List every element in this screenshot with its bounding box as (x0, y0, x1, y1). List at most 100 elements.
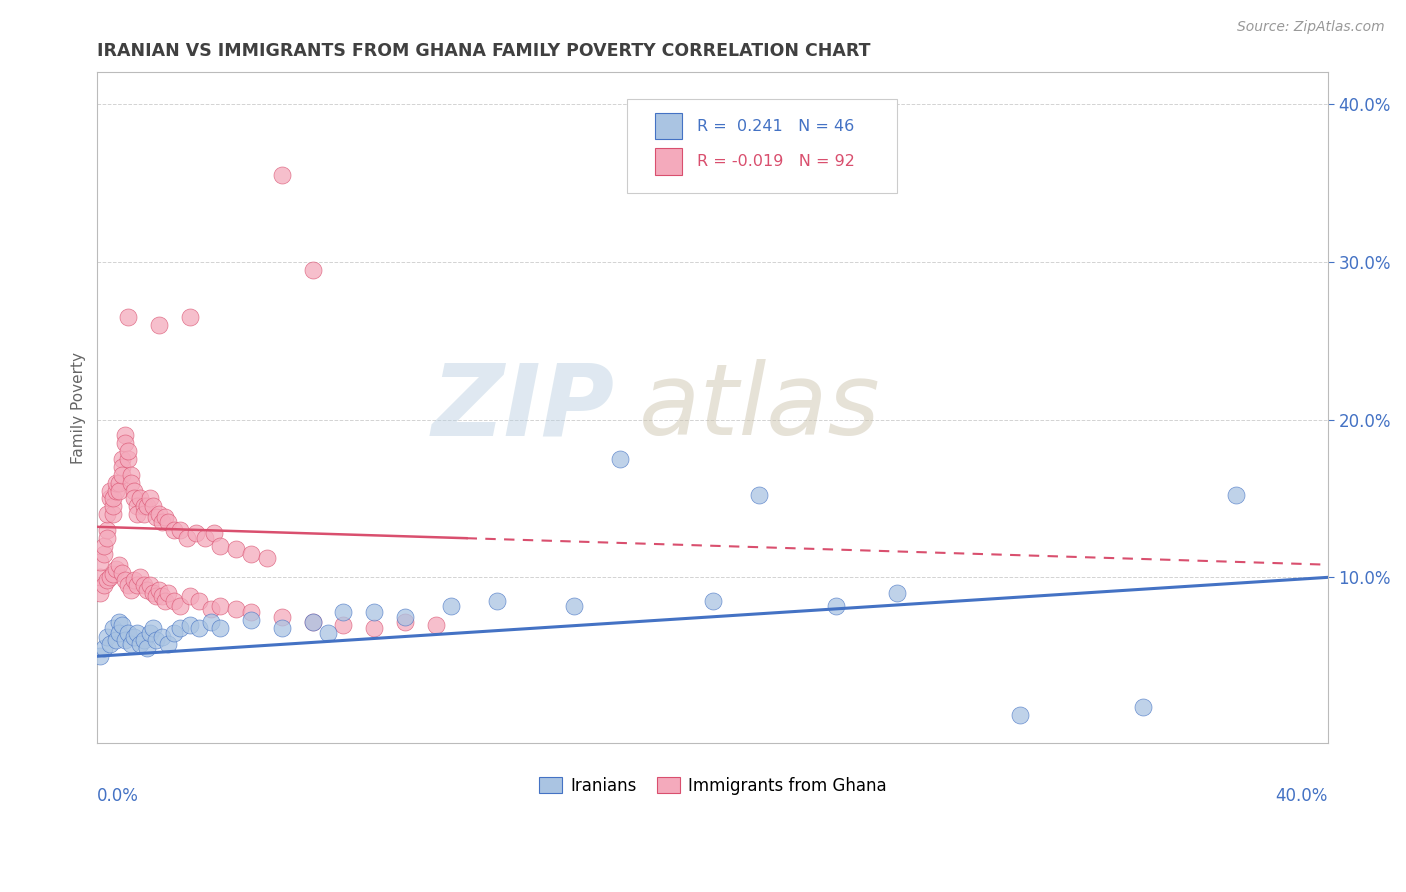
Text: R = -0.019   N = 92: R = -0.019 N = 92 (697, 154, 855, 169)
Point (316, 625, 339, 640)
Point (363, 605, 385, 619)
Point (101, 567, 124, 582)
Point (111, 459, 134, 474)
Text: 40.0%: 40.0% (1275, 787, 1329, 805)
Point (129, 570, 152, 584)
Point (148, 507, 170, 521)
Point (89, 586, 111, 600)
Point (108, 615, 131, 629)
Point (138, 578, 160, 592)
Point (124, 491, 146, 506)
Point (209, 599, 232, 613)
Point (142, 586, 165, 600)
Text: IRANIAN VS IMMIGRANTS FROM GHANA FAMILY POVERTY CORRELATION CHART: IRANIAN VS IMMIGRANTS FROM GHANA FAMILY … (97, 42, 870, 60)
Point (104, 475, 127, 490)
Point (114, 436, 136, 450)
Point (202, 526, 225, 541)
Point (132, 500, 155, 514)
Point (93, 539, 115, 553)
Point (179, 310, 201, 324)
Point (124, 483, 146, 498)
Point (153, 594, 176, 608)
Point (127, 625, 149, 640)
Point (101, 621, 124, 635)
Point (104, 483, 127, 498)
Point (240, 547, 263, 561)
Point (200, 615, 222, 629)
Point (562, 599, 585, 613)
Point (440, 599, 463, 613)
Point (132, 578, 155, 592)
Point (332, 617, 354, 632)
Point (104, 633, 127, 648)
Point (194, 531, 217, 545)
Point (93, 641, 115, 656)
Point (96, 574, 118, 588)
Point (93, 578, 115, 592)
Point (187, 594, 209, 608)
Point (127, 507, 149, 521)
Point (486, 594, 509, 608)
Bar (655, 112, 682, 139)
Point (135, 500, 157, 514)
Point (163, 625, 186, 640)
Point (394, 609, 416, 624)
Point (98, 491, 121, 506)
Point (157, 586, 180, 600)
Point (150, 630, 173, 644)
Point (169, 599, 191, 613)
Point (96, 507, 118, 521)
Point (179, 617, 201, 632)
Bar (655, 148, 682, 175)
Point (148, 318, 170, 332)
Text: atlas: atlas (638, 359, 880, 456)
Point (132, 507, 155, 521)
Point (129, 637, 152, 651)
Point (425, 617, 447, 632)
Point (150, 515, 173, 529)
Point (301, 615, 323, 629)
Point (271, 609, 294, 624)
Point (176, 531, 198, 545)
Point (145, 589, 167, 603)
Point (108, 475, 131, 490)
Point (824, 599, 846, 613)
Point (1010, 707, 1032, 722)
Point (886, 586, 908, 600)
Point (111, 467, 134, 482)
Point (363, 621, 385, 635)
Text: Source: ZipAtlas.com: Source: ZipAtlas.com (1237, 20, 1385, 34)
Point (209, 621, 232, 635)
Point (108, 483, 131, 498)
Legend: Iranians, Immigrants from Ghana: Iranians, Immigrants from Ghana (531, 771, 894, 802)
Point (98, 637, 121, 651)
Point (127, 578, 149, 592)
Point (98, 570, 121, 584)
Point (240, 605, 263, 619)
Point (271, 168, 294, 182)
Point (89, 555, 111, 569)
Point (169, 523, 191, 537)
Point (117, 452, 139, 467)
Point (142, 621, 165, 635)
Point (179, 589, 201, 603)
Point (332, 605, 354, 619)
Point (120, 467, 142, 482)
Point (301, 615, 323, 629)
Point (184, 526, 207, 541)
Point (150, 589, 173, 603)
Point (153, 510, 176, 524)
Point (117, 310, 139, 324)
Point (101, 507, 124, 521)
Point (114, 633, 136, 648)
Point (132, 633, 155, 648)
Point (108, 558, 131, 572)
Y-axis label: Family Poverty: Family Poverty (72, 351, 86, 464)
Point (394, 615, 416, 629)
Point (163, 594, 186, 608)
Point (138, 625, 160, 640)
Point (157, 515, 180, 529)
Point (271, 621, 294, 635)
Point (114, 574, 136, 588)
Point (240, 613, 263, 627)
